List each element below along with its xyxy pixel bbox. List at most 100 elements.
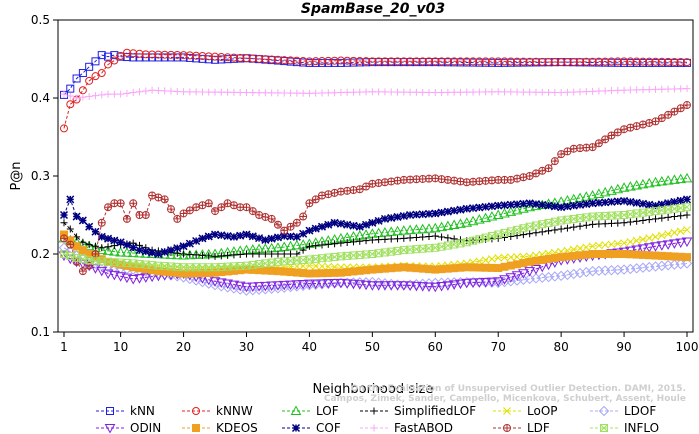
point-cof [368,218,377,227]
point-ldf [78,267,87,276]
series-line-lof [63,177,688,257]
legend-marker [370,424,378,432]
point-fastabod [362,88,370,96]
point-simplifiedlof [331,240,339,248]
point-lof [499,207,510,218]
point-knnw [601,57,610,66]
point-knnw [594,57,603,66]
point-fastabod [117,90,125,98]
point-knnw [576,57,585,66]
legend-label: kNNW [216,404,253,418]
point-fastabod [261,89,269,97]
point-simplifiedlof [324,240,332,248]
legend-label: ODIN [130,421,161,434]
point-odin [480,277,491,288]
point-odin [461,278,473,289]
point-odin [492,277,504,287]
point-ldf [431,174,440,183]
point-knnw [613,57,622,66]
point-knnw [538,57,547,66]
point-knnw [657,57,666,66]
point-loop [645,234,654,242]
series-line-fastabod [63,88,688,99]
point-lof [656,175,668,186]
legend-label: FastABOD [394,421,453,434]
point-knnw [135,49,144,58]
point-ldf [122,214,131,223]
point-fastabod [79,93,87,101]
point-knnw [368,57,377,66]
point-simplifiedlof [66,225,74,233]
legend-label: COF [316,421,341,434]
point-simplifiedlof [639,216,647,224]
point-simplifiedlof [400,234,408,242]
point-fastabod [582,88,590,96]
point-knnw [393,57,402,66]
point-simplifiedlof [601,220,609,228]
point-simplifiedlof [255,250,263,258]
point-lof [492,209,504,219]
point-fastabod [299,89,307,97]
point-cof [286,232,295,241]
point-cof [141,247,150,256]
point-cof [236,231,245,240]
point-odin [436,281,447,292]
point-knnw [280,56,289,65]
point-ldf [550,157,559,166]
point-knnw [129,49,138,58]
point-cof [299,229,308,238]
point-ldf [450,176,459,185]
point-odin [398,281,410,291]
point-simplifiedlof [362,237,370,245]
point-fastabod [192,88,200,96]
legend-marker [290,405,302,415]
point-simplifiedlof [633,217,641,225]
point-fastabod [242,89,250,97]
point-fastabod [274,89,282,97]
point-knnw [645,57,654,66]
point-fastabod [180,88,188,96]
point-ldf [311,195,320,204]
point-fastabod [368,88,376,96]
point-cof [355,222,364,231]
point-fastabod [532,88,540,96]
point-fastabod [387,88,395,96]
point-simplifiedlof [249,250,257,258]
series-cof [59,195,692,259]
point-simplifiedlof [626,218,634,226]
point-fastabod [501,88,509,96]
point-cof [563,202,572,211]
point-lof [178,250,189,260]
point-lof [467,215,479,226]
point-fastabod [66,92,74,100]
point-simplifiedlof [557,225,565,233]
point-cof [519,199,528,208]
point-ldf [60,234,68,243]
point-simplifiedlof [104,243,112,251]
point-simplifiedlof [658,214,666,222]
point-knnw [620,57,629,66]
point-loop [506,253,515,262]
point-simplifiedlof [337,239,345,247]
point-knnw [160,50,169,59]
point-fastabod [601,87,609,95]
point-inflo [683,203,691,212]
legend-item-knnw: kNNW [182,404,253,418]
x-tick-label: 1 [60,340,68,354]
legend-label: KDEOS [216,421,258,434]
point-odin [209,277,221,287]
point-cof [311,224,320,233]
point-simplifiedlof [242,250,250,258]
point-knnw [185,51,194,60]
point-cof [481,202,490,211]
point-odin [511,271,523,281]
point-cof [78,216,87,225]
point-knnw [374,57,383,66]
point-fastabod [129,89,137,97]
point-fastabod [249,89,257,97]
point-ldof [197,276,208,288]
point-cof [645,200,654,209]
point-odin [681,237,693,248]
point-simplifiedlof [236,250,244,258]
point-cof [613,197,622,206]
